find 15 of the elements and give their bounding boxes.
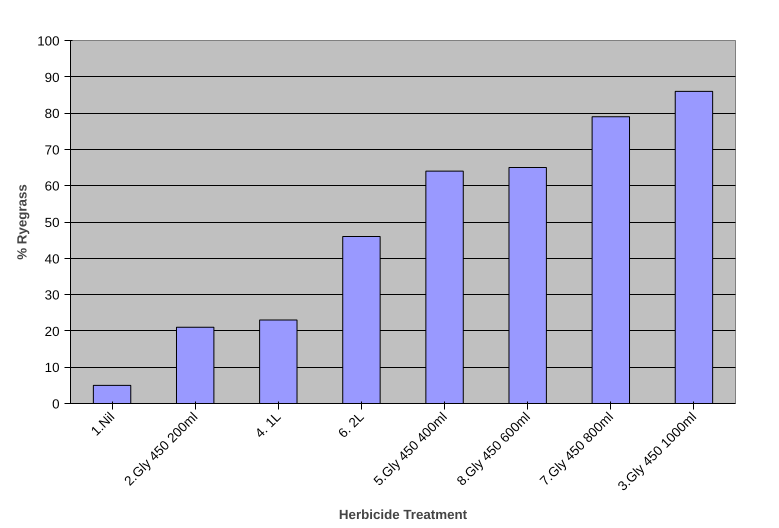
- y-tick-label: 0: [52, 396, 60, 412]
- y-tick-label: 70: [44, 142, 60, 158]
- y-axis-title: % Ryegrass: [14, 184, 30, 260]
- x-tick-label: 6. 2L: [335, 409, 367, 441]
- y-tick-label: 80: [44, 106, 60, 122]
- y-tick-label: 10: [44, 360, 60, 376]
- y-tick-label: 50: [44, 215, 60, 230]
- y-tick-label: 60: [44, 178, 60, 194]
- x-axis-title: Herbicide Treatment: [338, 506, 468, 522]
- y-tick-label: 20: [44, 324, 60, 339]
- y-tick-label: 90: [44, 70, 60, 85]
- y-tick-label: 100: [37, 34, 60, 48]
- x-tick-label: 4. 1L: [252, 409, 284, 441]
- y-tick-label: 30: [44, 288, 60, 303]
- y-tick-label: 40: [44, 251, 60, 266]
